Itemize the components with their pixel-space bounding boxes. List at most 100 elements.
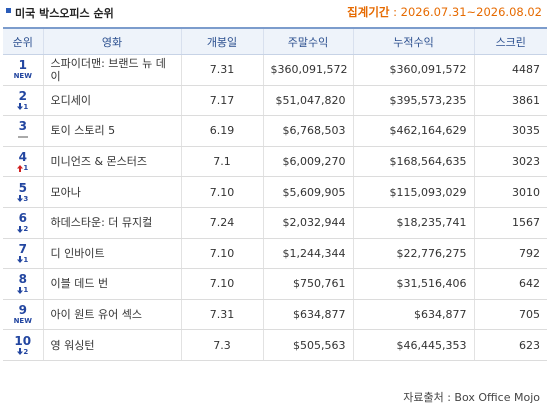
- rank-change: 2: [3, 348, 43, 356]
- movie-title: 이블 데드 번: [42, 268, 181, 300]
- weekend-gross: $360,091,572: [262, 54, 353, 86]
- movie-title: 토이 스토리 5: [42, 115, 181, 147]
- release-date: 7.3: [180, 329, 263, 361]
- rank-cell: 3: [3, 115, 43, 147]
- table-row: 1 NEW 스파이더맨: 브랜드 뉴 데이 7.31 $360,091,572 $360,…: [3, 54, 547, 86]
- movie-title: 모아나: [42, 176, 181, 208]
- change-icon: [17, 348, 24, 356]
- total-gross: $168,564,635: [352, 146, 474, 178]
- rank-change: 3: [3, 195, 43, 203]
- rank-change: [3, 133, 43, 141]
- rank: 5: [18, 180, 27, 195]
- movie-title: 영 워싱턴: [42, 329, 181, 361]
- total-gross: $22,776,275: [352, 238, 474, 270]
- change-icon: [17, 164, 24, 172]
- rank: 7: [18, 241, 27, 256]
- release-date: 7.10: [180, 268, 263, 300]
- change-amount: 1: [23, 102, 29, 111]
- table-body: 1 NEW 스파이더맨: 브랜드 뉴 데이 7.31 $360,091,572 $360,…: [3, 54, 547, 361]
- period-dates: 2026.07.31~2026.08.02: [400, 5, 542, 19]
- movie-title: 아이 원트 유어 섹스: [42, 299, 181, 331]
- change-amount: 3: [23, 194, 29, 203]
- weekend-gross: $750,761: [262, 268, 353, 300]
- column-header: 스크린: [473, 27, 547, 55]
- change-amount: 2: [23, 225, 29, 234]
- total-gross: $462,164,629: [352, 115, 474, 147]
- weekend-gross: $2,032,944: [262, 207, 353, 239]
- change-icon: [17, 103, 24, 111]
- screens: 3023: [473, 146, 547, 178]
- new-badge: NEW: [13, 317, 32, 326]
- change-amount: 2: [23, 347, 29, 356]
- rank-change: NEW: [3, 317, 43, 325]
- screens: 4487: [473, 54, 547, 86]
- screens: 3035: [473, 115, 547, 147]
- release-date: 7.10: [180, 238, 263, 270]
- rank: 3: [18, 119, 27, 134]
- period-label: 집계기간: [347, 5, 390, 19]
- table-row: 5 3 모아나 7.10 $5,609,905 $115,093,029 3010: [3, 176, 547, 208]
- screens: 3861: [473, 85, 547, 117]
- change-amount: 1: [23, 164, 29, 173]
- screens: 792: [473, 238, 547, 270]
- total-gross: $31,516,406: [352, 268, 474, 300]
- rank: 2: [18, 88, 27, 103]
- movie-title: 스파이더맨: 브랜드 뉴 데이: [42, 54, 181, 86]
- table-row: 10 2 영 워싱턴 7.3 $505,563 $46,445,353 623: [3, 329, 547, 361]
- movie-title: 오디세이: [42, 85, 181, 117]
- release-date: 7.24: [180, 207, 263, 239]
- change-icon: [17, 133, 28, 141]
- release-date: 7.31: [180, 299, 263, 331]
- rank-change: 1: [3, 103, 43, 111]
- rank-change: NEW: [3, 72, 43, 80]
- release-date: 7.1: [180, 146, 263, 178]
- change-icon: [17, 256, 24, 264]
- movie-title: 디 인바이트: [42, 238, 181, 270]
- table-row: 2 1 오디세이 7.17 $51,047,820 $395,573,235 3861: [3, 85, 547, 117]
- weekend-gross: $634,877: [262, 299, 353, 331]
- change-icon: [17, 225, 24, 233]
- total-gross: $634,877: [352, 299, 474, 331]
- change-amount: 1: [23, 255, 29, 264]
- header-row: 순위 영화 개봉일 주말수익 누적수익 스크린: [3, 27, 547, 55]
- rank: 8: [18, 272, 27, 287]
- total-gross: $395,573,235: [352, 85, 474, 117]
- rank: 4: [18, 150, 27, 165]
- table-row: 9 NEW 아이 원트 유어 섹스 7.31 $634,877 $634,877 705: [3, 299, 547, 331]
- release-date: 7.31: [180, 54, 263, 86]
- screens: 705: [473, 299, 547, 331]
- release-date: 6.19: [180, 115, 263, 147]
- title: 미국 박스오피스 순위: [6, 5, 114, 21]
- rank-change: 1: [3, 256, 43, 264]
- total-gross: $46,445,353: [352, 329, 474, 361]
- rank-cell: 9 NEW: [3, 299, 43, 331]
- release-date: 7.17: [180, 85, 263, 117]
- release-date: 7.10: [180, 176, 263, 208]
- rank-change: 1: [3, 286, 43, 294]
- table-row: 8 1 이블 데드 번 7.10 $750,761 $31,516,406 642: [3, 268, 547, 300]
- weekend-gross: $6,009,270: [262, 146, 353, 178]
- weekend-gross: $5,609,905: [262, 176, 353, 208]
- total-gross: $18,235,741: [352, 207, 474, 239]
- table-row: 4 1 미니언즈 & 몬스터즈 7.1 $6,009,270 $168,564,635 30…: [3, 146, 547, 178]
- weekend-gross: $1,244,344: [262, 238, 353, 270]
- column-header: 주말수익: [262, 27, 353, 55]
- change-amount: 1: [23, 286, 29, 295]
- weekend-gross: $505,563: [262, 329, 353, 361]
- rank: 6: [18, 211, 27, 226]
- source: 자료출처 : Box Office Mojo: [403, 391, 540, 404]
- total-gross: $115,093,029: [352, 176, 474, 208]
- total-gross: $360,091,572: [352, 54, 474, 86]
- table-row: 3 토이 스토리 5 6.19 $6,768,503 $462,164,629 3035: [3, 115, 547, 147]
- rank-cell: 1 NEW: [3, 54, 43, 86]
- rank-change: 2: [3, 225, 43, 233]
- rank: 1: [18, 58, 27, 73]
- screens: 642: [473, 268, 547, 300]
- screens: 623: [473, 329, 547, 361]
- title-bar: 미국 박스오피스 순위 집계기간 : 2026.07.31~2026.08.02: [0, 0, 550, 24]
